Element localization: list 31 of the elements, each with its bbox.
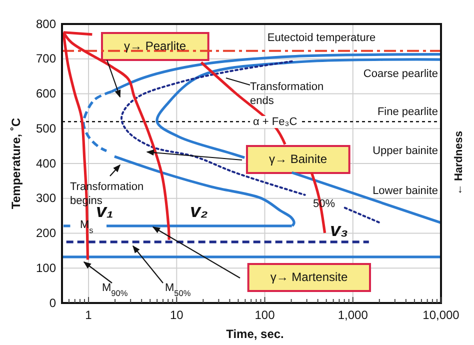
x-tick-label: 10 <box>170 308 184 322</box>
annotation: α + Fe₃C <box>253 116 298 128</box>
y-tick-label: 0 <box>49 296 56 310</box>
annotation: γ→ Bainite <box>268 152 328 166</box>
x-axis-title: Time, sec. <box>226 327 284 341</box>
annotation: v₃ <box>330 220 348 241</box>
ref-line-label: Eutectoid temperature <box>267 32 376 44</box>
x-tick-label: 1 <box>85 308 92 322</box>
x-tick-label: 10,000 <box>422 308 460 322</box>
y-tick-label: 200 <box>36 226 56 240</box>
annotation: M$_{50%}$ <box>165 282 192 298</box>
y-tick-label: 100 <box>36 260 56 275</box>
x-tick-label: 1,000 <box>338 308 368 322</box>
text: ← Hardness <box>453 130 465 196</box>
annotation: Transformation ends <box>250 81 324 107</box>
y-tick-label: 400 <box>36 156 56 170</box>
y-axis-title: Temperature, ˚C <box>9 118 23 210</box>
y-tick-label: 600 <box>36 86 56 101</box>
annotation: M$_{90%}$ <box>102 282 128 298</box>
annotation: Upper bainite <box>372 145 438 157</box>
y-tick-label: 800 <box>36 16 56 31</box>
y-tick-label: 500 <box>36 121 56 136</box>
annotation: Lower bainite <box>372 185 438 197</box>
annotation: γ→ Martensite <box>270 270 348 284</box>
annotation: Coarse pearlite <box>363 68 438 80</box>
y-tick-label: 700 <box>36 52 56 66</box>
annotation: Fine pearlite <box>377 106 438 118</box>
annotation: γ→ Pearlite <box>124 39 186 53</box>
y-tick-label: 300 <box>36 191 56 206</box>
annotation: v₂ <box>190 201 208 222</box>
x-tick-label: 100 <box>254 308 276 322</box>
